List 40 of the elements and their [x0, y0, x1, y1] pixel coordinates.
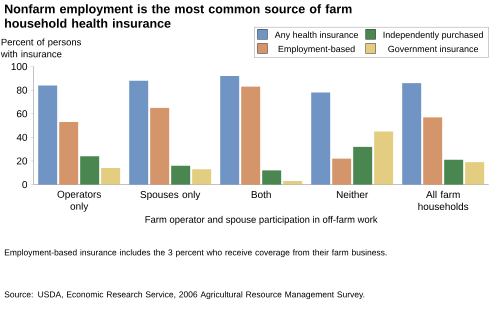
- x-tick-label: All farm households: [418, 190, 468, 210]
- bar: [423, 117, 442, 185]
- y-tick-label: 0: [22, 181, 28, 188]
- y-tick-label: 20: [16, 157, 28, 165]
- bar: [192, 169, 212, 185]
- x-tick-label: Neither: [336, 190, 368, 198]
- x-tick-label: Operators only: [57, 190, 101, 212]
- bar: [129, 80, 148, 185]
- text: Employment-based insurance includes the 3 percent who receive coverage from their farm business.: [4, 249, 386, 258]
- bar: [311, 92, 330, 185]
- y-tick-label: 100: [12, 63, 28, 70]
- bar: [150, 108, 170, 185]
- bar: [171, 166, 190, 185]
- bar: [402, 83, 422, 185]
- bar: [332, 158, 352, 185]
- x-tick-label: Both: [252, 190, 271, 198]
- y-tick-label: 60: [16, 110, 28, 118]
- bar: [374, 131, 394, 185]
- x-tick-label: Spouses only: [140, 190, 200, 200]
- bar: [38, 85, 58, 185]
- y-tick-label: 40: [16, 134, 28, 141]
- legend-label: Employment-based: [278, 46, 355, 54]
- x-axis-title: Farm operator and spouse participation in off-farm work: [146, 216, 378, 225]
- bar: [241, 86, 260, 185]
- bar: [101, 168, 120, 185]
- bar: [444, 160, 464, 185]
- bar: [59, 122, 78, 185]
- source-note: Source: USDA, Economic Research Service, 2006 Agricultural Resource Management Survey.: [4, 291, 364, 300]
- legend-label: Government insurance: [388, 46, 478, 52]
- legend-label: Independently purchased: [384, 31, 483, 40]
- chart-title: Nonfarm employment is the most common source of farm household health insurance: [5, 4, 352, 28]
- bar: [283, 181, 302, 185]
- bar: [465, 162, 484, 185]
- bar: [220, 76, 240, 185]
- bar: [262, 170, 282, 185]
- legend-label: Any health insurance: [274, 31, 358, 40]
- y-axis-title: Percent of persons with insurance: [0, 38, 82, 58]
- bar: [80, 156, 100, 185]
- bar: [353, 146, 372, 185]
- y-tick-label: 80: [16, 86, 28, 94]
